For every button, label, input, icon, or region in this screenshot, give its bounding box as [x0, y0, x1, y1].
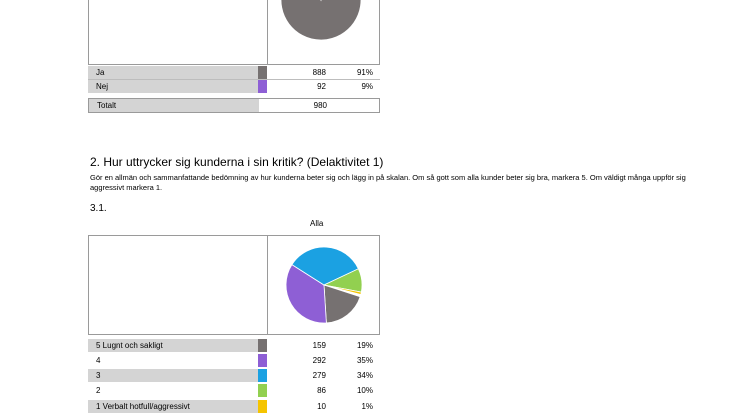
- table2-row-3: 3 279 34%: [88, 369, 380, 382]
- legend-swatch: [258, 369, 267, 382]
- chart-header: Alla: [310, 219, 324, 228]
- row-percent: 34%: [356, 371, 373, 380]
- legend-swatch: [258, 339, 267, 352]
- legend-swatch: [258, 354, 267, 367]
- question2-pie-slice-1: [285, 264, 327, 324]
- legend-swatch: [258, 400, 267, 413]
- table1-total-row: Totalt 980: [88, 98, 380, 113]
- row-count: 888: [312, 68, 326, 77]
- table2-row-2: 2 86 10%: [88, 384, 380, 397]
- question2-pie-chart: [285, 246, 363, 324]
- row-percent: 35%: [356, 356, 373, 365]
- question1-pie-slice-0: [280, 0, 362, 41]
- row-percent: 9%: [361, 82, 373, 91]
- row-label: 2: [88, 384, 258, 397]
- table2-row-4: 4 292 35%: [88, 354, 380, 367]
- question2-table-divider: [267, 235, 268, 335]
- row-count: 159: [312, 341, 326, 350]
- question1-table-frame: [88, 0, 380, 65]
- row-label: 1 Verbalt hotfull/aggressivt: [88, 400, 258, 413]
- row-label: 4: [88, 354, 258, 367]
- row-count: 10: [317, 402, 326, 411]
- legend-swatch: [258, 384, 267, 397]
- table2-row-1: 1 Verbalt hotfull/aggressivt 10 1%: [88, 400, 380, 413]
- question2-table-frame: [88, 235, 380, 335]
- question1-table-divider: [267, 0, 268, 65]
- row-count: 92: [317, 82, 326, 91]
- row-count: 86: [317, 386, 326, 395]
- question-subnumber: 3.1.: [90, 203, 107, 214]
- table1-row-ja: Ja 888 91%: [88, 66, 380, 79]
- question2-pie-slice-2: [291, 246, 359, 286]
- row-percent: 10%: [356, 386, 373, 395]
- total-label: Totalt: [89, 99, 259, 112]
- table1-row-nej: Nej 92 9%: [88, 80, 380, 93]
- row-percent: 19%: [356, 341, 373, 350]
- question1-pie-chart: [280, 0, 362, 41]
- row-percent: 1%: [361, 402, 373, 411]
- question-title: 2. Hur uttrycker sig kunderna i sin krit…: [90, 155, 384, 169]
- question2-pie-slice-0: [323, 284, 361, 324]
- row-separator: [88, 79, 380, 80]
- row-label: 5 Lugnt och sakligt: [88, 339, 258, 352]
- question2-pie-slice-4: [323, 284, 362, 295]
- row-label: Nej: [88, 80, 258, 93]
- total-count: 980: [313, 101, 327, 110]
- legend-swatch: [258, 80, 267, 93]
- row-count: 292: [312, 356, 326, 365]
- row-percent: 91%: [356, 68, 373, 77]
- row-label: 3: [88, 369, 258, 382]
- row-label: Ja: [88, 66, 258, 79]
- row-count: 279: [312, 371, 326, 380]
- table2-row-5: 5 Lugnt och sakligt 159 19%: [88, 339, 380, 352]
- question-description: Gör en allmän och sammanfattande bedömni…: [90, 173, 686, 192]
- legend-swatch: [258, 66, 267, 79]
